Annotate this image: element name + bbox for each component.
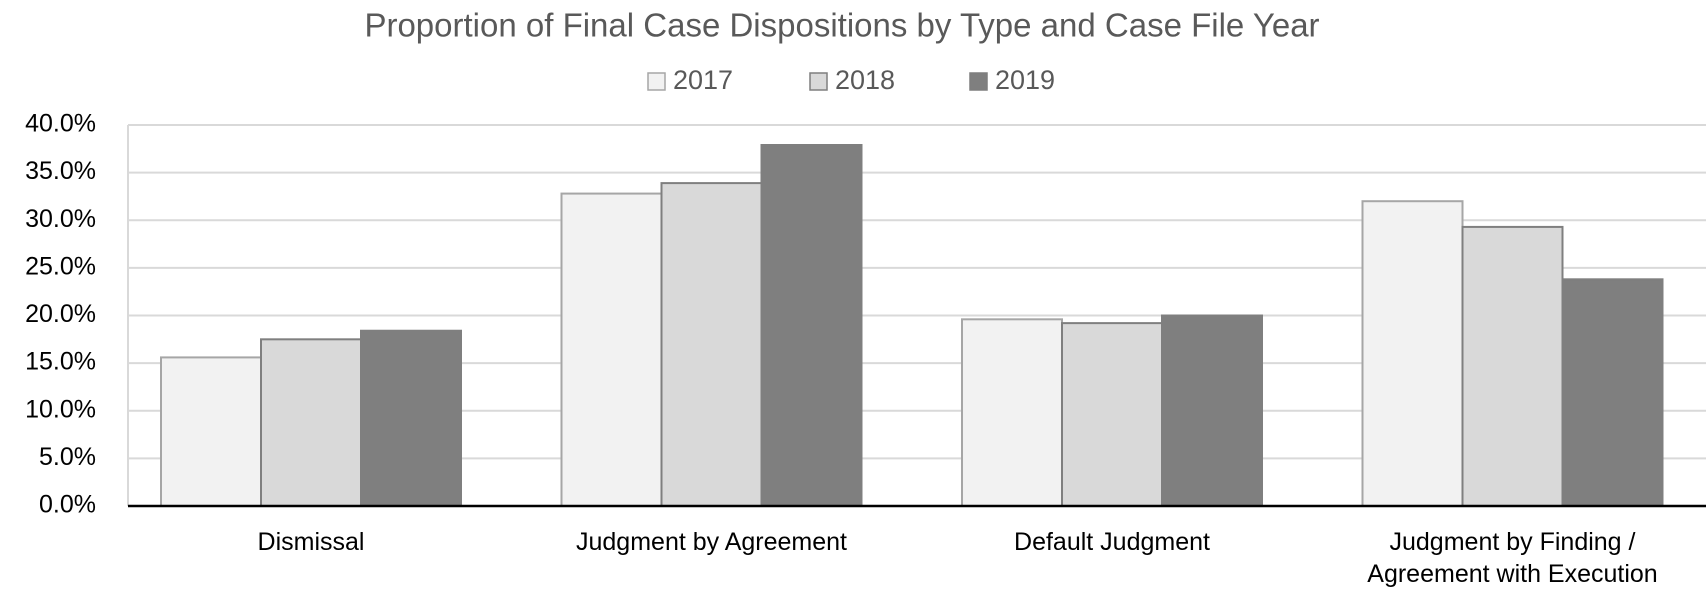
bar (1161, 314, 1263, 507)
y-tick-label: 15.0% (25, 348, 96, 376)
legend-swatch (647, 72, 666, 91)
x-tick-label: Default Judgment (1014, 528, 1210, 556)
x-tick-label: Judgment by Finding / Agreement with Exe… (1367, 528, 1658, 588)
bar (1061, 322, 1163, 507)
bar (1461, 225, 1564, 507)
y-tick-label: 30.0% (25, 205, 96, 233)
bar (1361, 200, 1464, 507)
bar (560, 192, 663, 508)
legend-label: 2019 (995, 65, 1055, 95)
bar (260, 338, 362, 507)
legend-swatch (809, 72, 828, 91)
bar (160, 356, 262, 507)
bar (760, 144, 863, 507)
x-tick-label: Dismissal (257, 528, 365, 556)
y-tick-label: 5.0% (39, 443, 96, 471)
legend-label: 2018 (835, 65, 895, 95)
bar (360, 329, 462, 507)
bar (1561, 278, 1664, 507)
y-tick-label: 25.0% (25, 252, 96, 280)
bar (660, 182, 763, 507)
legend-label: 2017 (673, 65, 733, 95)
y-tick-label: 40.0% (25, 110, 96, 138)
bar (961, 318, 1063, 507)
legend-swatch (969, 72, 988, 91)
y-tick-label: 35.0% (25, 157, 96, 185)
y-tick-label: 10.0% (25, 395, 96, 423)
chart-title: Proportion of Final Case Dispositions by… (364, 7, 1319, 44)
y-tick-label: 20.0% (25, 300, 96, 328)
y-tick-label: 0.0% (39, 491, 96, 519)
x-tick-label: Judgment by Agreement (576, 528, 847, 556)
